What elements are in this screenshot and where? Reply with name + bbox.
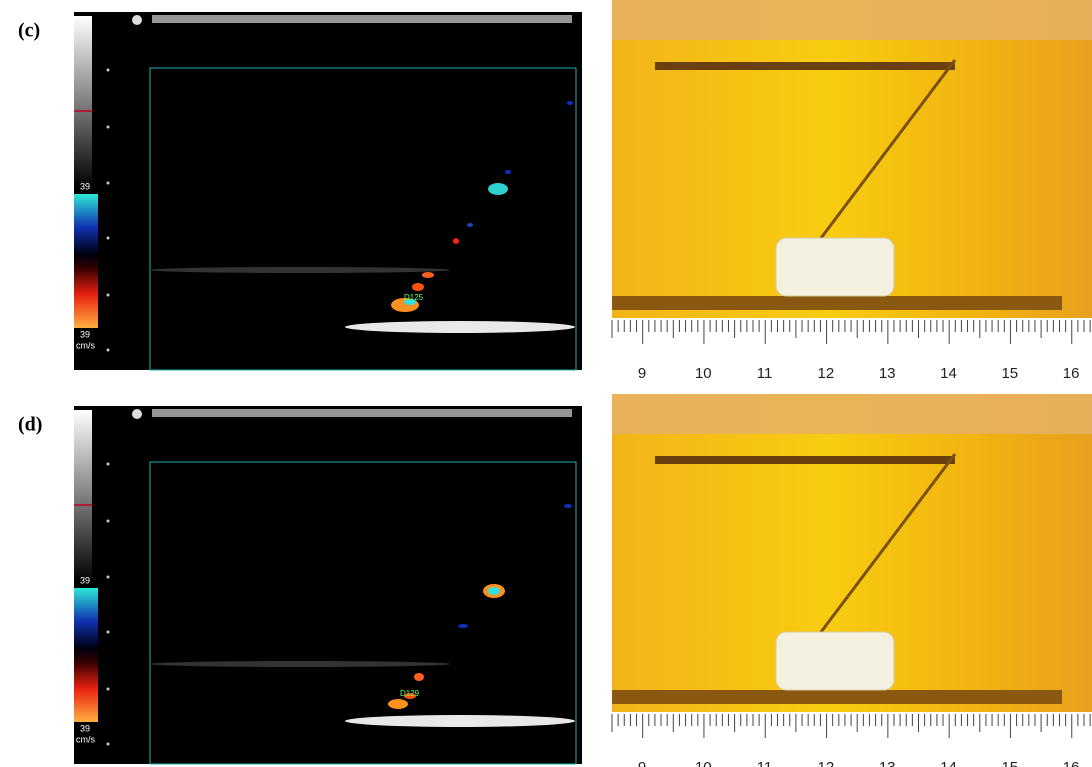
doppler-blob [567,101,573,105]
scale-bottom: 39 [80,723,90,733]
ruler-label: 12 [818,759,835,767]
doppler-blob [388,699,408,709]
ruler-label: 9 [638,759,646,767]
ruler-label: 16 [1063,365,1080,382]
doppler-blob [458,624,468,628]
phantom-photo: 9 10 11 12 13 14 15 16 [612,394,1092,767]
ruler-label: 12 [818,365,835,382]
doppler-blob [422,272,434,278]
probe-icon [132,409,142,419]
color-bar [74,588,98,722]
marker-label: D125 [404,293,424,302]
bottom-echo [345,321,575,333]
probe-icon [132,15,142,25]
ruler-label: 15 [1001,759,1018,767]
ruler-label: 11 [757,759,773,767]
ruler [612,318,1092,385]
marker-label: D129 [400,689,420,698]
ruler-label: 13 [879,759,896,767]
doppler-blob [505,170,511,174]
phantom-photo: 9 10 11 12 13 14 15 16 [612,0,1092,385]
grayscale-bar [74,16,92,188]
scale-unit: cm/s [76,734,95,744]
depth-dot [107,182,110,185]
depth-dot [107,463,110,466]
grayscale-bar [74,410,92,582]
scale-top: 39 [80,181,90,191]
ruler-label: 16 [1063,759,1080,767]
top-plate [655,62,955,70]
figure: (c)3939cm/sD125910111213141516(d)3939cm/… [0,0,1092,767]
panel-label: (d) [18,414,42,436]
ruler-label: 13 [879,365,896,382]
doppler-blob [453,238,459,244]
depth-dot [107,237,110,240]
doppler-blob [412,283,424,291]
echo-haze [150,661,450,667]
scale-top: 39 [80,575,90,585]
photo-top [612,0,1092,40]
ruler-label: 9 [638,365,646,382]
scale-bottom: 39 [80,329,90,339]
ruler-label: 15 [1001,365,1018,382]
ruler-label: 10 [695,365,712,382]
doppler-blob [467,223,473,227]
ruler-label: 14 [940,365,957,382]
echo-haze [150,267,450,273]
depth-dot [107,576,110,579]
depth-dot [107,520,110,523]
depth-dot [107,631,110,634]
ruler-label: 10 [695,759,712,767]
block [776,238,894,296]
top-plate [655,456,955,464]
depth-dot [107,69,110,72]
doppler-blob [488,587,500,595]
ruler-label: 14 [940,759,957,767]
block [776,632,894,690]
top-echo [152,409,572,417]
depth-dot [107,688,110,691]
depth-dot [107,743,110,746]
depth-dot [107,349,110,352]
photo-top [612,394,1092,434]
doppler-blob [488,183,508,195]
doppler-blob [414,673,424,681]
ruler [612,712,1092,767]
bottom-plate [612,690,1062,704]
color-bar [74,194,98,328]
top-echo [152,15,572,23]
panel-label: (c) [18,20,40,42]
depth-dot [107,126,110,129]
depth-dot [107,294,110,297]
doppler-blob [564,504,572,508]
bottom-echo [345,715,575,727]
bottom-plate [612,296,1062,310]
ruler-label: 11 [757,365,773,382]
scale-unit: cm/s [76,340,95,350]
